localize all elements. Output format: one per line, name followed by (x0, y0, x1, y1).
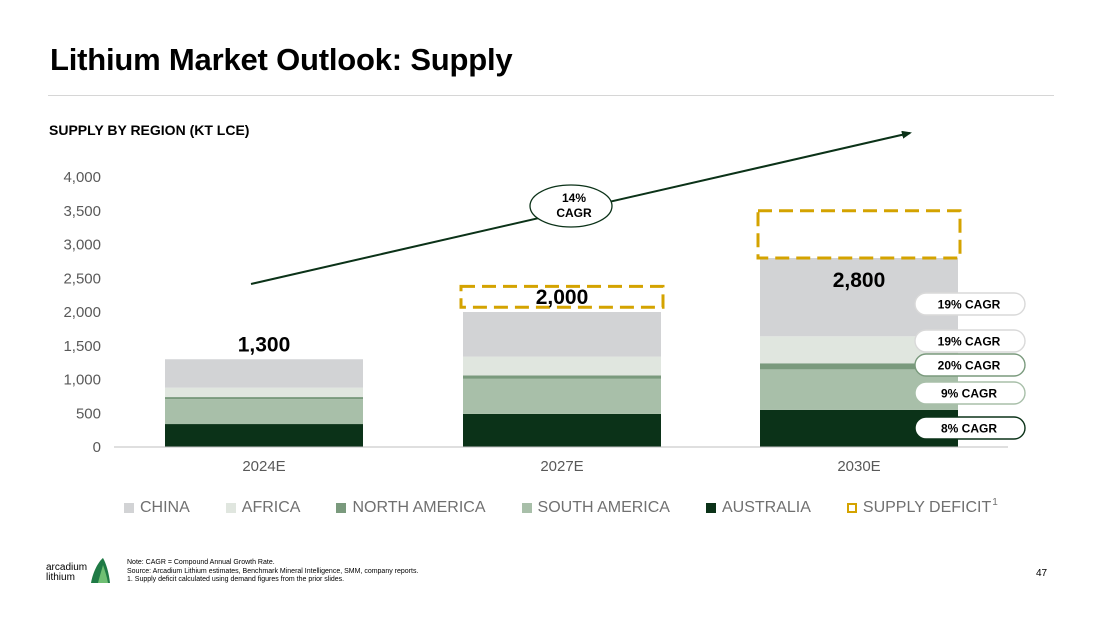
legend-item-supply-deficit: SUPPLY DEFICIT 1 (846, 496, 998, 517)
chart-legend: CHINA AFRICA NORTH AMERICA SOUTH AMERICA AUS… (124, 496, 998, 517)
x-tick-label-2024e: 2024E (242, 458, 285, 475)
cagr-pill-south-america: 9% CAGR (914, 381, 1026, 405)
y-tick-label: 500 (76, 405, 101, 422)
total-labels: 1,300 2,000 2,800 (238, 269, 886, 356)
x-tick-label-2027e: 2027E (540, 458, 583, 475)
cagr-pill-shape (914, 329, 1026, 353)
cagr-pill-label: 9% CAGR (941, 387, 997, 401)
overall-cagr-bubble (529, 184, 613, 228)
cagr-pill-australia: 8% CAGR (914, 416, 1026, 440)
legend-swatch (225, 503, 236, 513)
y-axis: 0 500 1,000 1,500 2,000 2,500 3,000 3,500 4,000 (63, 169, 101, 456)
legend-swatch (846, 503, 857, 513)
y-tick-label: 3,500 (63, 203, 101, 220)
legend-swatch (705, 503, 716, 513)
title-divider (48, 95, 1054, 96)
cagr-pill-north-america: 20% CAGR (914, 353, 1026, 377)
bar-segment-north_america-2027e (463, 375, 661, 379)
bar-segment-australia-2024e (165, 424, 363, 447)
y-tick-label: 3,000 (63, 237, 101, 254)
legend-item-africa: AFRICA (225, 499, 301, 517)
x-tick-label-2030e: 2030E (837, 458, 880, 475)
supply-deficit-boxes (459, 209, 962, 309)
y-tick-label: 1,500 (63, 338, 101, 355)
legend-footnote-marker: 1 (992, 496, 998, 508)
bar-segment-south_america-2027e (463, 378, 661, 414)
bars (165, 258, 958, 447)
cagr-pill-shape (914, 292, 1026, 316)
logo-text-line2: lithium (46, 572, 75, 583)
y-tick-label: 2,500 (63, 270, 101, 287)
bar-segment-north_america-2024e (165, 397, 363, 400)
legend-swatch (336, 503, 347, 513)
company-logo: arcadium lithium (46, 557, 111, 583)
cagr-pill-label: 20% CAGR (938, 359, 1001, 373)
overall-cagr-percent: 14% (562, 191, 586, 205)
total-label-2024e: 1,300 (238, 333, 291, 356)
y-tick-label: 4,000 (63, 169, 101, 186)
chart-subtitle: SUPPLY BY REGION (KT LCE) (49, 122, 250, 138)
bar-segment-china-2024e (165, 359, 363, 388)
y-tick-label: 1,000 (63, 372, 101, 389)
legend-swatch (521, 503, 532, 513)
region-cagr-pills: 19% CAGR 19% CAGR 20% CAGR 9% CAGR 8% CAGR (914, 292, 1026, 440)
page-number: 47 (1036, 568, 1048, 579)
page-title: Lithium Market Outlook: Supply (50, 42, 513, 77)
cagr-pill-africa: 19% CAGR (914, 329, 1026, 353)
legend-label: CHINA (140, 499, 190, 516)
cagr-pill-shape (914, 381, 1026, 405)
legend-swatch (124, 503, 134, 513)
bar-segment-china-2027e (463, 312, 661, 357)
footnote-deficit: 1. Supply deficit calculated using deman… (127, 576, 345, 583)
footnote-source: Source: Arcadium Lithium estimates, Benc… (127, 567, 419, 575)
total-label-2027e: 2,000 (536, 286, 589, 309)
logo-text-line1: arcadium (46, 562, 88, 573)
x-axis-labels: 2024E 2027E 2030E (242, 458, 880, 475)
cagr-pill-china: 19% CAGR (914, 292, 1026, 316)
legend-label: SUPPLY DEFICIT (862, 499, 992, 516)
bar-segment-australia-2027e (463, 413, 661, 447)
legend-item-china: CHINA (124, 499, 190, 517)
cagr-pill-label: 19% CAGR (938, 298, 1001, 312)
total-label-2030e: 2,800 (833, 269, 886, 292)
supply-deficit-box-2030e (756, 209, 962, 260)
bar-segment-north_america-2030e (760, 363, 958, 370)
legend-item-north-america: NORTH AMERICA (336, 499, 486, 517)
bar-segment-africa-2027e (463, 356, 661, 376)
legend-item-australia: AUSTRALIA (705, 499, 811, 517)
y-tick-label: 2,000 (63, 304, 101, 321)
legend-label: AUSTRALIA (721, 499, 811, 516)
footnotes: Note: CAGR = Compound Annual Growth Rate… (127, 559, 418, 585)
cagr-pill-shape (914, 416, 1026, 440)
legend-label: NORTH AMERICA (352, 499, 486, 516)
cagr-pill-label: 19% CAGR (938, 335, 1001, 349)
cagr-pill-label: 8% CAGR (941, 422, 997, 436)
supply-deficit-box-2027e (459, 284, 665, 309)
y-tick-label: 0 (93, 439, 101, 456)
legend-label: SOUTH AMERICA (537, 499, 670, 516)
cagr-pill-shape (914, 353, 1026, 377)
legend-label: AFRICA (241, 499, 301, 516)
bar-segment-africa-2024e (165, 387, 363, 398)
logo-mark-icon (91, 558, 111, 583)
bar-segment-south_america-2024e (165, 399, 363, 425)
overall-cagr-label: CAGR (556, 206, 592, 220)
legend-item-south-america: SOUTH AMERICA (521, 499, 670, 517)
footnote-cagr: Note: CAGR = Compound Annual Growth Rate… (127, 559, 275, 566)
